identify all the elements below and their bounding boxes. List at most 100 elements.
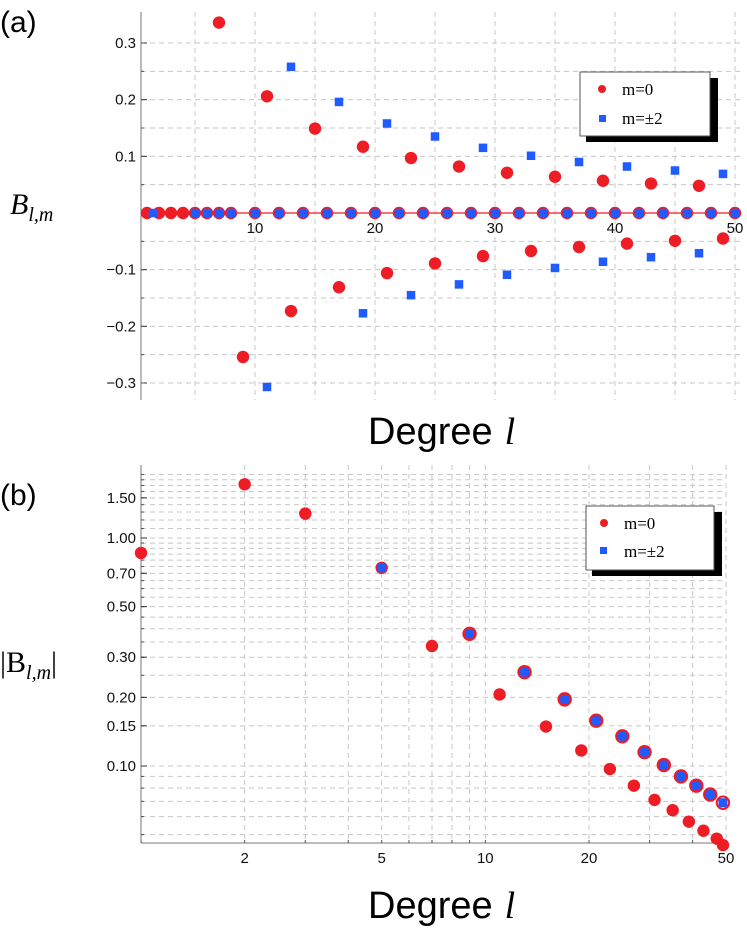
point-m2 xyxy=(430,132,440,141)
point-m0 xyxy=(299,507,312,520)
point-m2 xyxy=(334,97,344,107)
panel-b-legend-label-m0: m=0 xyxy=(624,514,655,533)
panel-b-legend: m=0 m=±2 xyxy=(585,505,722,576)
point-m0 xyxy=(236,350,250,364)
panel-a-y-label-var: B xyxy=(10,188,28,221)
point-m2-zero xyxy=(466,208,476,218)
point-m2-zero xyxy=(442,208,452,218)
point-m0-overlay xyxy=(557,692,572,707)
point-m0 xyxy=(308,122,322,135)
point-m2 xyxy=(382,119,392,128)
y-tick-label: −0.1 xyxy=(106,262,136,279)
point-m2 xyxy=(676,771,686,781)
panel-b-x-tick-labels: 2 5 10 20 50 xyxy=(240,850,734,867)
panel-b-legend-box xyxy=(585,505,715,571)
point-m0 xyxy=(356,140,370,153)
point-m2 xyxy=(670,166,680,175)
y-tick-label: 0.50 xyxy=(107,599,136,616)
point-m0 xyxy=(572,240,586,254)
point-m2-zero xyxy=(190,208,200,218)
panel-a-x-label: Degree l xyxy=(368,411,515,453)
point-m2 xyxy=(694,248,704,258)
point-m2-zero xyxy=(148,208,158,218)
point-m2-zero xyxy=(490,208,500,218)
panel-b-axes xyxy=(140,465,727,844)
panel-a-x-tick-labels: 10 20 30 40 50 xyxy=(247,220,744,237)
point-m2 xyxy=(718,169,728,179)
point-m2-zero xyxy=(274,208,284,218)
point-m0 xyxy=(692,179,706,192)
panel-b-x-label-text: Degree xyxy=(368,885,493,927)
point-m2-zero xyxy=(634,208,644,218)
point-m2-zero xyxy=(322,208,332,218)
panel-a: (a) −0.3 −0.2 −0.1 0.1 0.2 0.3 10 20 30 40 50 Bl,… xyxy=(0,6,743,453)
panel-a-x-label-var: l xyxy=(505,411,516,453)
panel-b-legend-marker-m2 xyxy=(600,547,607,554)
panel-b-y-label: |Bl,m| xyxy=(0,646,57,684)
y-tick-label: 0.30 xyxy=(107,649,136,666)
point-m2 xyxy=(454,280,464,289)
y-tick-label: −0.3 xyxy=(106,375,136,392)
point-m2 xyxy=(659,760,669,770)
point-m2 xyxy=(520,667,530,677)
point-m2-zero xyxy=(214,208,224,218)
panel-a-legend-marker-m0 xyxy=(598,85,606,93)
point-m0-overlay xyxy=(715,795,731,810)
point-m2 xyxy=(705,789,715,799)
point-m2 xyxy=(617,731,627,741)
point-m2-zero xyxy=(514,208,524,218)
x-tick-label: 30 xyxy=(487,220,504,237)
point-m2 xyxy=(598,257,608,266)
panel-a-label: (a) xyxy=(0,6,37,39)
point-m0 xyxy=(666,803,679,817)
point-m2-zero xyxy=(226,208,236,218)
point-m0-zero xyxy=(176,206,190,220)
point-m0 xyxy=(212,16,226,29)
panel-b-label: (b) xyxy=(0,479,37,512)
point-m2 xyxy=(502,270,512,280)
point-m0 xyxy=(260,90,274,103)
point-m0 xyxy=(425,639,439,653)
x-tick-label: 20 xyxy=(581,850,598,867)
panel-a-y-label-sub: l,m xyxy=(28,204,53,226)
point-m0 xyxy=(428,257,442,270)
panel-a-legend-label-m0: m=0 xyxy=(622,80,653,99)
panel-a-x-label-text: Degree xyxy=(368,411,493,453)
point-m0-overlay xyxy=(615,729,630,744)
y-tick-label: 0.15 xyxy=(107,718,136,735)
point-m2-zero xyxy=(538,208,548,218)
panel-a-legend-box xyxy=(579,71,711,137)
point-m0-zero xyxy=(164,206,178,220)
x-tick-label: 50 xyxy=(718,850,735,867)
point-m2 xyxy=(550,263,560,273)
point-m0 xyxy=(380,266,394,280)
point-m2-zero xyxy=(250,208,260,218)
x-tick-label: 40 xyxy=(607,220,624,237)
point-m0 xyxy=(716,838,730,852)
panel-b-x-label-var: l xyxy=(505,885,516,927)
panel-b-y-label-open: |B xyxy=(0,646,26,679)
point-m0 xyxy=(500,166,514,179)
point-m0 xyxy=(668,234,682,247)
point-m2-zero xyxy=(394,208,404,218)
panel-b-legend-label-m2: m=±2 xyxy=(624,542,665,561)
point-m2-zero xyxy=(658,208,668,218)
point-m2-zero xyxy=(562,208,572,218)
panel-b-x-label: Degree l xyxy=(368,885,515,927)
panel-a-legend-marker-m2 xyxy=(599,115,606,122)
panel-b-y-tick-labels: 0.10 0.15 0.20 0.30 0.50 0.70 1.00 1.50 xyxy=(107,490,136,775)
point-m0 xyxy=(539,720,553,733)
point-m2-zero xyxy=(706,208,716,218)
point-m0 xyxy=(716,232,730,245)
point-m2-zero xyxy=(202,208,212,218)
y-tick-label: 0.3 xyxy=(115,35,136,52)
point-m2 xyxy=(358,309,368,318)
point-m0 xyxy=(644,177,658,190)
point-m2-zero xyxy=(586,208,596,218)
panel-a-legend-label-m2: m=±2 xyxy=(622,109,663,128)
point-m2 xyxy=(691,781,701,791)
point-m0-overlay xyxy=(703,787,718,802)
point-m2 xyxy=(262,382,272,392)
point-m2 xyxy=(622,162,632,171)
